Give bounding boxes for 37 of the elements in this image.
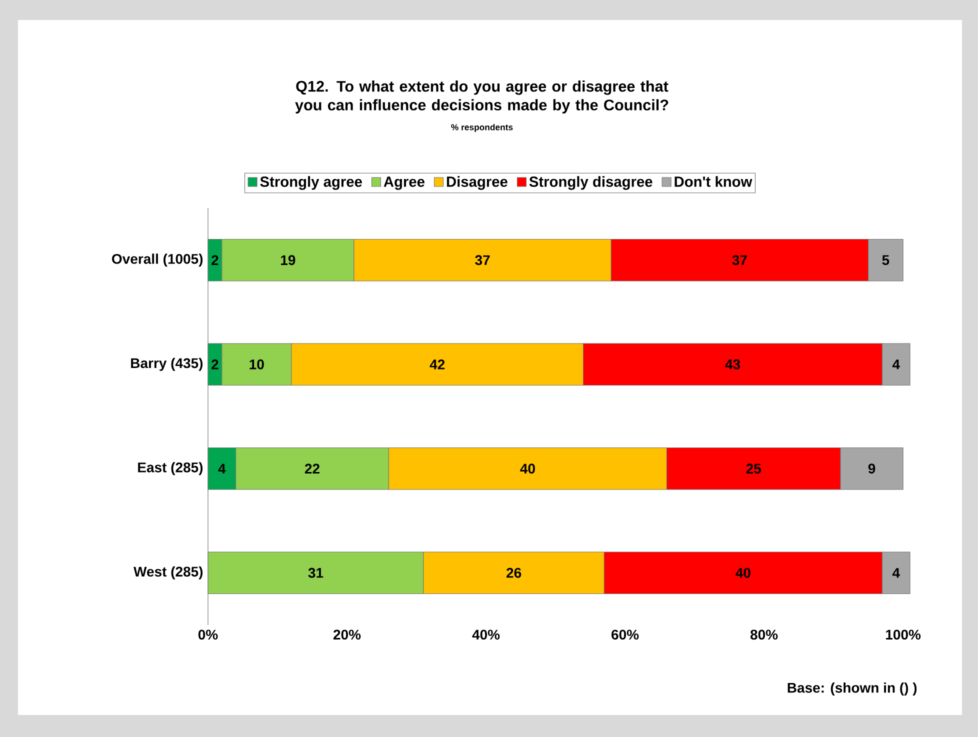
data-label: 4 — [892, 568, 900, 578]
data-label: 9 — [868, 464, 876, 474]
data-label: 25 — [746, 464, 761, 474]
chart-title: Q12. To what extent do you agree or disagree that you can influence decisions made by the Council? — [295, 80, 668, 114]
data-label: 43 — [725, 359, 740, 370]
text: Base: (shown in () ) — [788, 682, 917, 696]
data-label: 2 — [212, 359, 218, 370]
x-tick-label: 40% — [472, 630, 500, 640]
data-label: 42 — [430, 359, 445, 370]
legend-label: Agree — [384, 176, 424, 190]
data-label: 2 — [212, 255, 218, 266]
legend-label: Strongly agree — [260, 176, 362, 190]
data-label: 26 — [506, 568, 522, 578]
y-tick-label: West (285) — [134, 566, 203, 580]
x-tick-label: 100% — [886, 630, 921, 640]
data-label: 5 — [882, 255, 890, 266]
x-tick-label: 60% — [612, 630, 639, 640]
y-tick-label: Overall (1005) — [112, 254, 203, 267]
legend-label: Don't know — [674, 176, 752, 187]
x-tick-label: 0% — [198, 630, 218, 640]
data-label: 10 — [250, 359, 264, 370]
legend-label: Strongly disagree — [529, 176, 652, 190]
data-label: 40 — [736, 568, 750, 578]
y-tick-label: Barry (435) — [131, 358, 203, 371]
data-label: 40 — [520, 464, 535, 474]
data-label: 19 — [281, 255, 296, 266]
legend-label: Disagree — [446, 176, 508, 190]
data-label: 37 — [475, 255, 490, 266]
data-label: 37 — [732, 255, 747, 266]
chart-subtitle: % respondents — [451, 124, 513, 132]
data-label: 31 — [308, 568, 324, 578]
data-label: 4 — [892, 360, 900, 370]
x-tick-label: 80% — [750, 630, 778, 640]
data-label: 22 — [304, 464, 320, 474]
data-label: 4 — [218, 464, 226, 474]
y-tick-label: East (285) — [138, 462, 203, 476]
x-tick-label: 20% — [333, 630, 361, 640]
